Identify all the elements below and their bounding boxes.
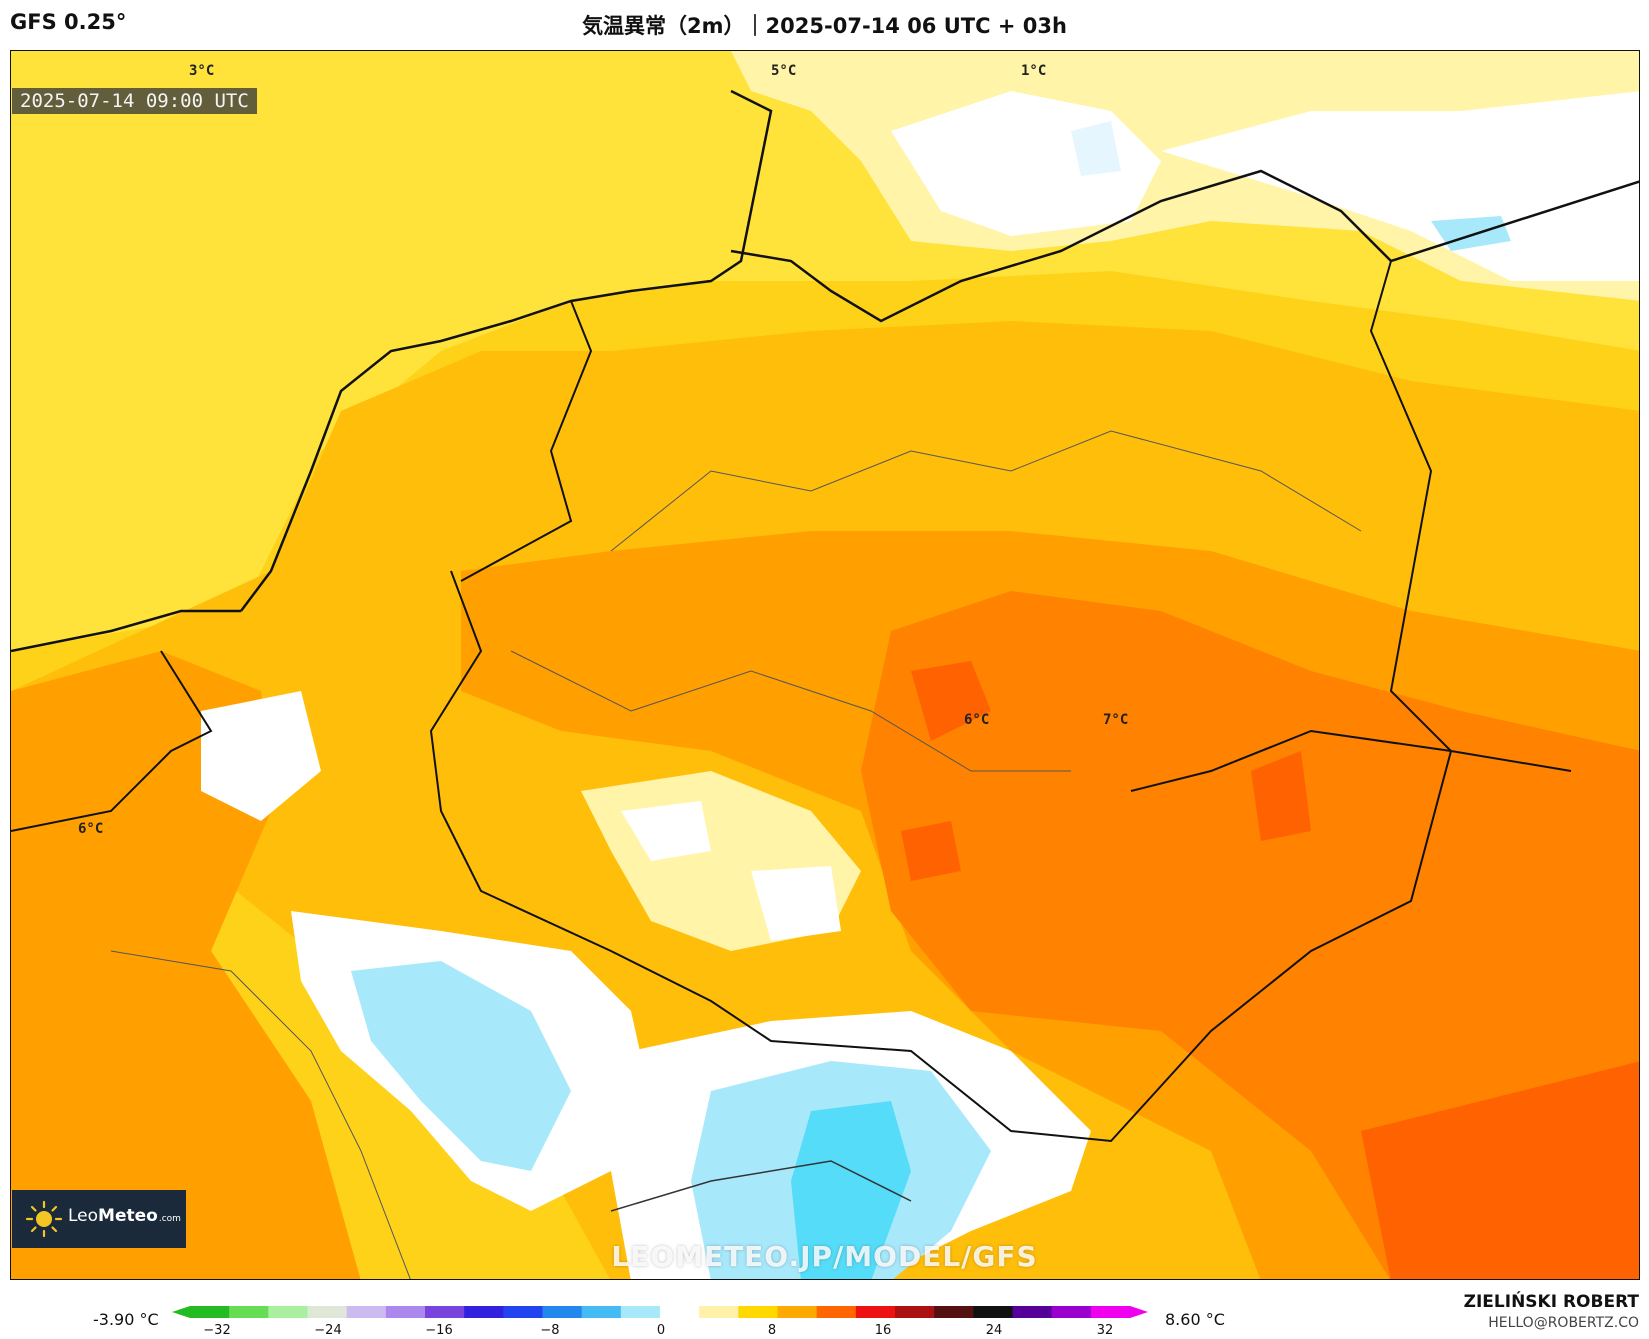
colorbar-segment <box>385 1306 426 1318</box>
anomaly-map: 3°C 5°C 1°C 6°C 7°C 6°C <box>10 50 1640 1280</box>
colorbar-tick: −24 <box>314 1323 342 1338</box>
colorbar-segment <box>1012 1306 1053 1318</box>
country-border-main <box>429 260 1453 1143</box>
cool-spot-baltic <box>1071 121 1121 176</box>
anomaly-hotspot-3 <box>1251 751 1311 841</box>
colorbar-segment <box>542 1306 583 1318</box>
colorbar-segment <box>660 1306 700 1318</box>
colorbar-tick: 32 <box>1096 1323 1114 1338</box>
region-borders-3 <box>110 950 411 1279</box>
isotherm-label: 6°C <box>78 821 104 837</box>
colorbar-tick: 16 <box>874 1323 892 1338</box>
colorbar-segment <box>777 1306 818 1318</box>
colorbar-segment <box>973 1306 1013 1318</box>
author-email: HELLO@ROBERTZ.CO <box>1488 1315 1639 1331</box>
colorbar-extend-min <box>172 1306 190 1318</box>
region-borders-1 <box>610 430 1362 552</box>
model-name: GFS 0.25° <box>10 10 127 34</box>
country-border-alps <box>610 1160 912 1212</box>
colorbar-segment <box>934 1306 974 1318</box>
coastline-north <box>730 169 1639 323</box>
country-border-nl-de <box>460 300 593 582</box>
colorbar-tick: −8 <box>540 1323 560 1338</box>
valid-time-badge: 2025-07-14 09:00 UTC <box>12 88 257 114</box>
colorbar: -3.90 °C 8.60 °C −32 −24 −16 −8 0 8 16 2… <box>0 1290 1649 1339</box>
colorbar-tick: 0 <box>656 1323 666 1338</box>
coastline-channel <box>11 609 241 653</box>
isotherm-label: 1°C <box>1021 63 1047 79</box>
cold-core-alps <box>791 1101 911 1279</box>
colorbar-tick: 24 <box>985 1323 1003 1338</box>
author-name: ZIELIŃSKI ROBERT <box>1463 1292 1639 1312</box>
anomaly-zone-west <box>11 651 361 1279</box>
white-zone-east-sea <box>1161 91 1639 281</box>
colorbar-segment <box>1090 1306 1131 1318</box>
colorbar-segment <box>190 1306 230 1318</box>
isotherm-label: 7°C <box>1103 712 1129 728</box>
colorbar-scale <box>172 1306 1148 1318</box>
anomaly-hotspot-south <box>1361 1061 1639 1279</box>
region-borders-2 <box>510 650 1071 772</box>
colorbar-tick: −16 <box>425 1323 453 1338</box>
colorbar-segment <box>620 1306 661 1318</box>
colorbar-tick: −32 <box>203 1323 231 1338</box>
colorbar-extend-max <box>1130 1306 1148 1318</box>
country-border-fr-be <box>11 650 213 832</box>
isotherm-label: 5°C <box>771 63 797 79</box>
colorbar-segment <box>816 1306 857 1318</box>
anomaly-hotspot-1 <box>911 661 991 741</box>
map-svg <box>11 51 1639 1279</box>
colorbar-segment <box>464 1306 504 1318</box>
isotherm-label: 6°C <box>964 712 990 728</box>
anomaly-zone-4 <box>861 591 1639 1279</box>
colorbar-segment <box>307 1306 348 1318</box>
colorbar-segment <box>425 1306 465 1318</box>
colorbar-segment <box>268 1306 308 1318</box>
logo-text: LeoMeteo.com <box>68 1206 181 1226</box>
isotherm-label: 3°C <box>189 63 215 79</box>
colorbar-segment <box>229 1306 269 1318</box>
colorbar-segment <box>699 1306 739 1318</box>
colorbar-segment <box>895 1306 935 1318</box>
anomaly-hotspot-2 <box>901 821 961 881</box>
white-zone-central-2 <box>751 866 841 941</box>
colorbar-segment <box>738 1306 778 1318</box>
colorbar-segment <box>1051 1306 1092 1318</box>
colorbar-segment <box>503 1306 543 1318</box>
watermark-url: LEOMETEO.JP/MODEL/GFS <box>611 1240 1038 1273</box>
colorbar-max-label: 8.60 °C <box>1165 1310 1225 1329</box>
colorbar-segment <box>346 1306 387 1318</box>
coastline-west <box>240 89 773 612</box>
leometeo-logo: LeoMeteo.com <box>12 1190 186 1248</box>
white-zone-west <box>201 691 321 821</box>
country-border-cz-pl <box>1130 729 1572 792</box>
colorbar-segment <box>581 1306 622 1318</box>
colorbar-segment <box>855 1306 896 1318</box>
colorbar-tick: 8 <box>767 1323 777 1338</box>
colorbar-min-label: -3.90 °C <box>93 1310 159 1329</box>
map-title: 気温異常（2m）｜2025-07-14 06 UTC + 03h <box>582 14 1067 38</box>
sun-icon <box>25 1200 63 1238</box>
cool-zone-alps-west <box>351 961 571 1171</box>
white-zone-central-1 <box>621 801 711 861</box>
